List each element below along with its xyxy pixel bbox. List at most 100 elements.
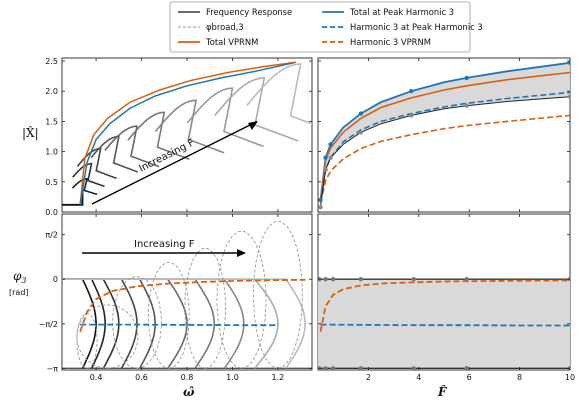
frequency-response-curve-top-2 (72, 162, 105, 188)
bottom-left-x-tick-label: 0.6 (135, 373, 148, 382)
frequency-response-curve-top-9 (214, 77, 299, 142)
marker-phase-minus-pi (411, 366, 416, 370)
bottom-right-x-tick-label: 2 (366, 373, 371, 382)
legend-label: Frequency Response (206, 7, 292, 17)
frequency-response-curve-top-4 (90, 135, 139, 173)
shaded-region-bottom-right (318, 279, 570, 369)
phi-broad-curve-6 (216, 231, 267, 369)
marker-frequency-response (328, 155, 333, 160)
phase-curve-10 (62, 278, 307, 369)
marker-frequency-response (323, 167, 328, 172)
marker-total-peak-h3 (323, 155, 328, 160)
legend-label: φbroad,3 (206, 22, 244, 32)
bottom-left-x-tick-label: 1.2 (272, 373, 285, 382)
marker-phase-zero (358, 277, 364, 282)
marker-frequency-response (318, 204, 323, 210)
marker-total-peak-h3 (567, 60, 570, 66)
panel-frame-tr (317, 57, 571, 213)
top-left-y-tick-label: 0.0 (45, 208, 58, 217)
top-left-y-tick-label: 1.0 (45, 148, 58, 157)
arrow-head-top (248, 121, 258, 130)
marker-frequency-response (409, 113, 414, 118)
phase-curve-6 (62, 278, 188, 369)
bottom-left-y-tick-label: −π/2 (39, 320, 58, 329)
total-peak-h3-line-top-left (79, 62, 294, 205)
marker-frequency-response (567, 94, 570, 99)
ylabel-top: |X̂| (22, 125, 39, 140)
total-peak-h3-line-top-right (319, 61, 570, 201)
arrow-shaft-top (91, 122, 255, 205)
phi-broad-curve-3 (112, 276, 162, 369)
marker-total-peak-h3 (318, 197, 323, 203)
phase-curve-5 (62, 278, 157, 369)
harmonic3-vprnm-line-bottom-left (80, 323, 278, 327)
ylabel-bottom-line1: φ3 (13, 269, 27, 285)
marker-phase-zero (411, 277, 416, 282)
xlabel-left: ω̂ (183, 385, 195, 399)
phase-curve-4 (62, 278, 138, 369)
phi-broad-curve-7 (252, 221, 303, 369)
legend-label: Total at Peak Harmonic 3 (349, 7, 454, 17)
marker-total-peak-h3 (358, 111, 364, 116)
harmonic3-vprnm-line-top-right (319, 114, 570, 204)
top-left-y-tick-label: 0.5 (45, 178, 58, 187)
annotation-top-left: Increasing F (91, 121, 258, 205)
legend-box (169, 1, 471, 53)
ylabel-bottom-line2: [rad] (9, 288, 29, 297)
legend-item-5: Total VPRNM (178, 37, 258, 47)
phase-curve-7 (62, 278, 216, 369)
annotation-text-bottom: Increasing F (134, 239, 195, 250)
panel-frame-bl (61, 213, 313, 371)
legend-label: Harmonic 3 VPRNM (350, 37, 431, 47)
total-vprnm-line-top-left (79, 61, 297, 205)
shaded-region-top-right (320, 62, 570, 208)
top-left-y-tick-label: 2.5 (45, 57, 58, 66)
frequency-response-curve-top-10 (246, 63, 312, 125)
xlabel-right: F̂ (437, 384, 448, 399)
frequency-response-curve-top-6 (127, 111, 190, 160)
phase-curve-1 (62, 278, 97, 369)
marker-phase-zero (464, 277, 469, 282)
annotation-bottom-left: Increasing F (82, 239, 246, 257)
marker-phase-minus-pi (464, 366, 469, 370)
frequency-response-curve-top-5 (104, 125, 160, 168)
top-left-y-tick-label: 1.5 (45, 117, 58, 126)
phase-curve-9 (62, 278, 279, 369)
marker-total-peak-h3 (409, 89, 414, 94)
legend-item-6: Harmonic 3 VPRNM (322, 37, 431, 47)
total-vprnm-line-top-right (319, 71, 570, 201)
bottom-right-x-tick-label: 10 (565, 373, 575, 382)
legend-label: Total VPRNM (205, 37, 258, 47)
phase-curve-3 (62, 278, 120, 369)
frequency-response-curve-top-1 (71, 178, 98, 196)
bottom-right-x-tick-label: 4 (416, 373, 421, 382)
marker-frequency-response (358, 130, 364, 135)
harmonic3-vprnm-line-bottom-right (320, 323, 570, 327)
frequency-response-curve-top-3 (76, 147, 117, 180)
legend-label: Harmonic 3 at Peak Harmonic 3 (350, 22, 483, 32)
top-left-y-tick-label: 2.0 (45, 87, 58, 96)
legend-item-4: Harmonic 3 at Peak Harmonic 3 (322, 22, 483, 32)
total-vprnm-line-bottom-right (319, 279, 570, 332)
bottom-right-x-tick-label: 6 (467, 373, 472, 382)
bottom-right-x-tick-label: 8 (517, 373, 522, 382)
bottom-left-x-tick-label: 1.0 (226, 373, 239, 382)
frequency-response-line-top-right (320, 96, 570, 208)
marker-total-peak-h3 (464, 75, 469, 81)
phi-broad-curve-2 (76, 304, 139, 369)
legend: Frequency Response Total at Peak Harmonic… (169, 1, 483, 53)
phi-broad-curve-5 (184, 248, 227, 369)
bottom-left-y-tick-label: π/2 (45, 231, 58, 240)
legend-item-2: Total at Peak Harmonic 3 (322, 7, 454, 17)
marker-phase-zero (330, 277, 336, 282)
marker-phase-minus-pi (358, 366, 364, 370)
bottom-left-x-tick-label: 0.4 (90, 373, 103, 382)
marker-frequency-response (464, 103, 469, 108)
phi-broad-curve-4 (147, 262, 190, 369)
legend-item-1: Frequency Response (178, 7, 292, 17)
marker-phase-minus-pi (323, 366, 328, 370)
arrow-head-bottom (237, 249, 246, 257)
bottom-left-y-tick-label: 0 (53, 275, 58, 284)
marker-phase-zero (323, 277, 328, 282)
